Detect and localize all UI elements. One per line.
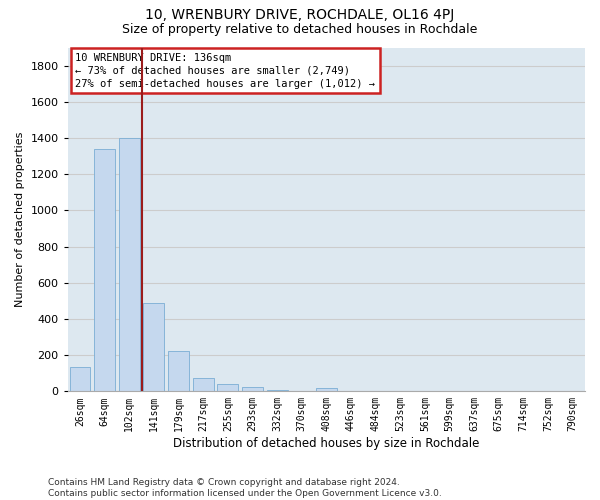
Text: 10 WRENBURY DRIVE: 136sqm
← 73% of detached houses are smaller (2,749)
27% of se: 10 WRENBURY DRIVE: 136sqm ← 73% of detac…: [76, 52, 376, 89]
Bar: [143, 302, 164, 392]
Bar: [168, 350, 189, 392]
Bar: [193, 378, 214, 392]
Bar: [94, 149, 115, 392]
Bar: [217, 384, 238, 392]
Bar: [70, 367, 91, 392]
Bar: [316, 388, 337, 392]
Text: Contains HM Land Registry data © Crown copyright and database right 2024.
Contai: Contains HM Land Registry data © Crown c…: [48, 478, 442, 498]
Bar: [266, 390, 287, 392]
X-axis label: Distribution of detached houses by size in Rochdale: Distribution of detached houses by size …: [173, 437, 479, 450]
Bar: [119, 138, 140, 392]
Bar: [242, 387, 263, 392]
Text: Size of property relative to detached houses in Rochdale: Size of property relative to detached ho…: [122, 22, 478, 36]
Y-axis label: Number of detached properties: Number of detached properties: [15, 132, 25, 307]
Text: 10, WRENBURY DRIVE, ROCHDALE, OL16 4PJ: 10, WRENBURY DRIVE, ROCHDALE, OL16 4PJ: [145, 8, 455, 22]
